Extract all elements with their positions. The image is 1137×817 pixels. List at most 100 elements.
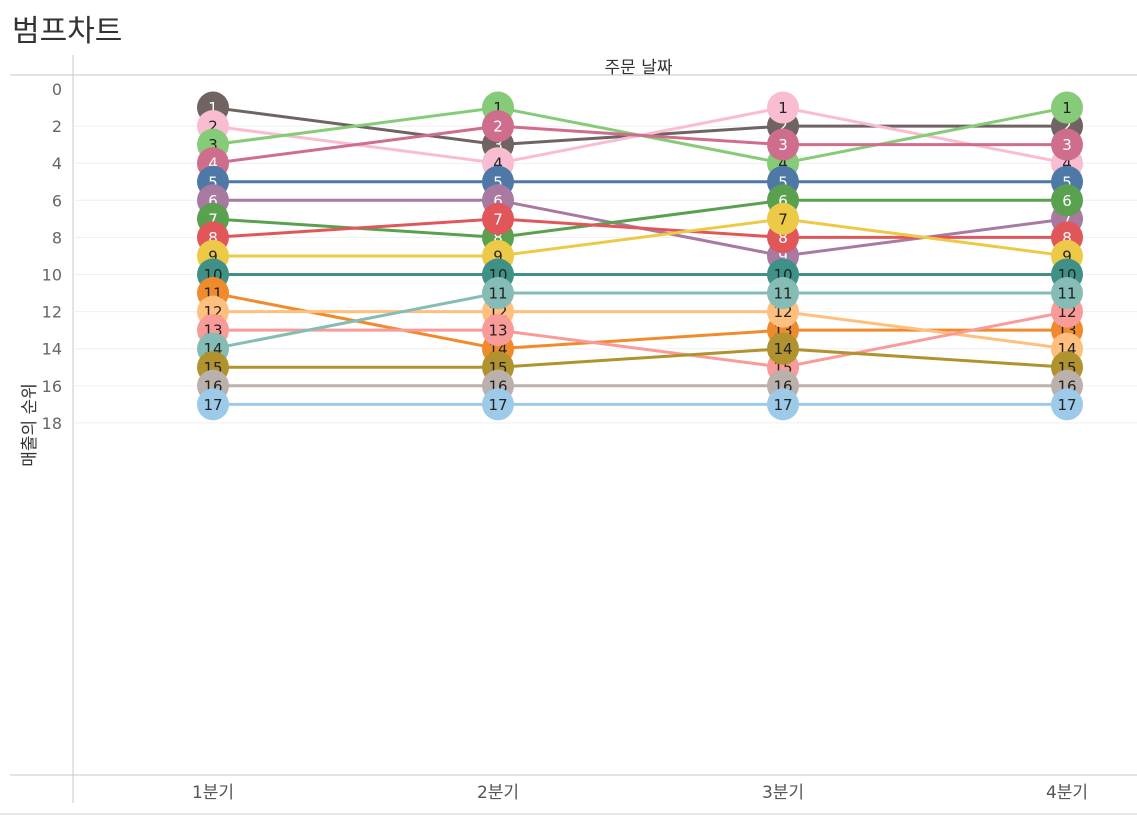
- rank-label: 5: [778, 173, 788, 191]
- rank-label: 2: [208, 118, 218, 136]
- rank-label: 9: [1062, 247, 1072, 265]
- rank-label: 3: [493, 136, 503, 154]
- rank-circle: [1051, 128, 1083, 161]
- rank-label: 5: [1062, 173, 1072, 191]
- rank-mark[interactable]: 7: [482, 202, 514, 235]
- rank-circle: [767, 332, 799, 365]
- rank-label: 11: [1057, 285, 1076, 303]
- rank-label: 17: [773, 396, 792, 414]
- rank-label: 9: [208, 247, 218, 265]
- rank-circle: [767, 128, 799, 161]
- rank-mark[interactable]: 3: [767, 128, 799, 161]
- y-axis-label: 매출의 순위: [20, 383, 40, 467]
- rank-mark[interactable]: 3: [1051, 128, 1083, 161]
- rank-label: 17: [1057, 396, 1076, 414]
- rank-label: 1: [208, 99, 218, 117]
- rank-mark[interactable]: 11: [767, 277, 799, 310]
- rank-circle: [482, 277, 514, 310]
- rank-label: 7: [208, 210, 218, 228]
- rank-label: 6: [208, 192, 218, 210]
- rank-label: 2: [1062, 118, 1072, 136]
- rank-circle: [482, 388, 514, 421]
- y-tick-label: 2: [52, 117, 62, 136]
- y-tick-label: 8: [52, 228, 62, 247]
- rank-label: 13: [488, 322, 507, 340]
- y-tick-label: 16: [42, 377, 62, 396]
- rank-mark[interactable]: 1: [1051, 91, 1083, 124]
- rank-label: 4: [778, 155, 788, 173]
- rank-circle: [1051, 277, 1083, 310]
- x-tick-label: 1분기: [192, 783, 234, 803]
- rank-label: 9: [778, 247, 788, 265]
- rank-label: 6: [493, 192, 503, 210]
- rank-label: 14: [773, 340, 792, 358]
- rank-label: 1: [493, 99, 503, 117]
- rank-mark[interactable]: 14: [767, 332, 799, 365]
- series-line: [212, 198, 1067, 239]
- y-tick-label: 18: [42, 414, 62, 433]
- rank-label: 8: [208, 229, 218, 247]
- y-tick-label: 6: [52, 191, 62, 210]
- column-header-label: 주문 날짜: [604, 58, 673, 78]
- y-tick-label: 10: [42, 266, 62, 285]
- rank-label: 7: [1062, 210, 1072, 228]
- rank-mark[interactable]: 11: [1051, 277, 1083, 310]
- rank-label: 5: [208, 173, 218, 191]
- x-tick-label: 4분기: [1046, 783, 1088, 803]
- rank-circle: [767, 202, 799, 235]
- rank-label: 4: [1062, 155, 1072, 173]
- rank-label: 3: [208, 136, 218, 154]
- series-line: [212, 291, 1067, 351]
- series-line: [213, 217, 1068, 258]
- chart-title: 범프차트: [12, 14, 123, 49]
- series-line: [213, 347, 1068, 369]
- rank-mark[interactable]: 6: [1051, 184, 1083, 217]
- rank-label: 5: [493, 173, 503, 191]
- rank-label: 11: [773, 285, 792, 303]
- rank-label: 2: [493, 118, 503, 136]
- rank-label: 17: [203, 396, 222, 414]
- rank-label: 4: [493, 155, 503, 173]
- y-tick-label: 12: [42, 303, 62, 322]
- rank-label: 1: [778, 99, 788, 117]
- rank-label: 3: [1062, 136, 1072, 154]
- rank-mark[interactable]: 7: [767, 202, 799, 235]
- y-tick-label: 0: [52, 80, 62, 99]
- x-tick-label: 3분기: [762, 783, 804, 803]
- rank-mark[interactable]: 2: [482, 110, 514, 143]
- rank-circle: [767, 388, 799, 421]
- rank-label: 4: [208, 155, 218, 173]
- y-tick-label: 14: [42, 340, 62, 359]
- rank-mark[interactable]: 11: [482, 277, 514, 310]
- rank-label: 3: [778, 136, 788, 154]
- y-tick-label: 4: [52, 154, 62, 173]
- rank-mark[interactable]: 17: [482, 388, 514, 421]
- x-tick-label: 2분기: [477, 783, 519, 803]
- rank-label: 7: [493, 210, 503, 228]
- rank-circle: [1051, 388, 1083, 421]
- rank-circle: [197, 388, 229, 421]
- rank-circle: [767, 277, 799, 310]
- rank-circle: [1051, 184, 1083, 217]
- rank-mark[interactable]: 17: [1051, 388, 1083, 421]
- rank-label: 8: [778, 229, 788, 247]
- rank-circle: [767, 91, 799, 124]
- rank-circle: [482, 110, 514, 143]
- rank-label: 9: [493, 247, 503, 265]
- rank-mark[interactable]: 17: [767, 388, 799, 421]
- rank-label: 1: [1062, 99, 1072, 117]
- rank-label: 7: [778, 210, 788, 228]
- rank-label: 2: [778, 118, 788, 136]
- rank-mark[interactable]: 13: [482, 314, 514, 347]
- rank-mark[interactable]: 1: [767, 91, 799, 124]
- rank-label: 8: [493, 229, 503, 247]
- series-line: [213, 310, 1068, 351]
- rank-mark[interactable]: 17: [197, 388, 229, 421]
- rank-circle: [1051, 91, 1083, 124]
- rank-circle: [482, 314, 514, 347]
- series-line: [213, 310, 1068, 369]
- rank-label: 8: [1062, 229, 1072, 247]
- rank-circle: [482, 202, 514, 235]
- series-line: [212, 291, 1067, 351]
